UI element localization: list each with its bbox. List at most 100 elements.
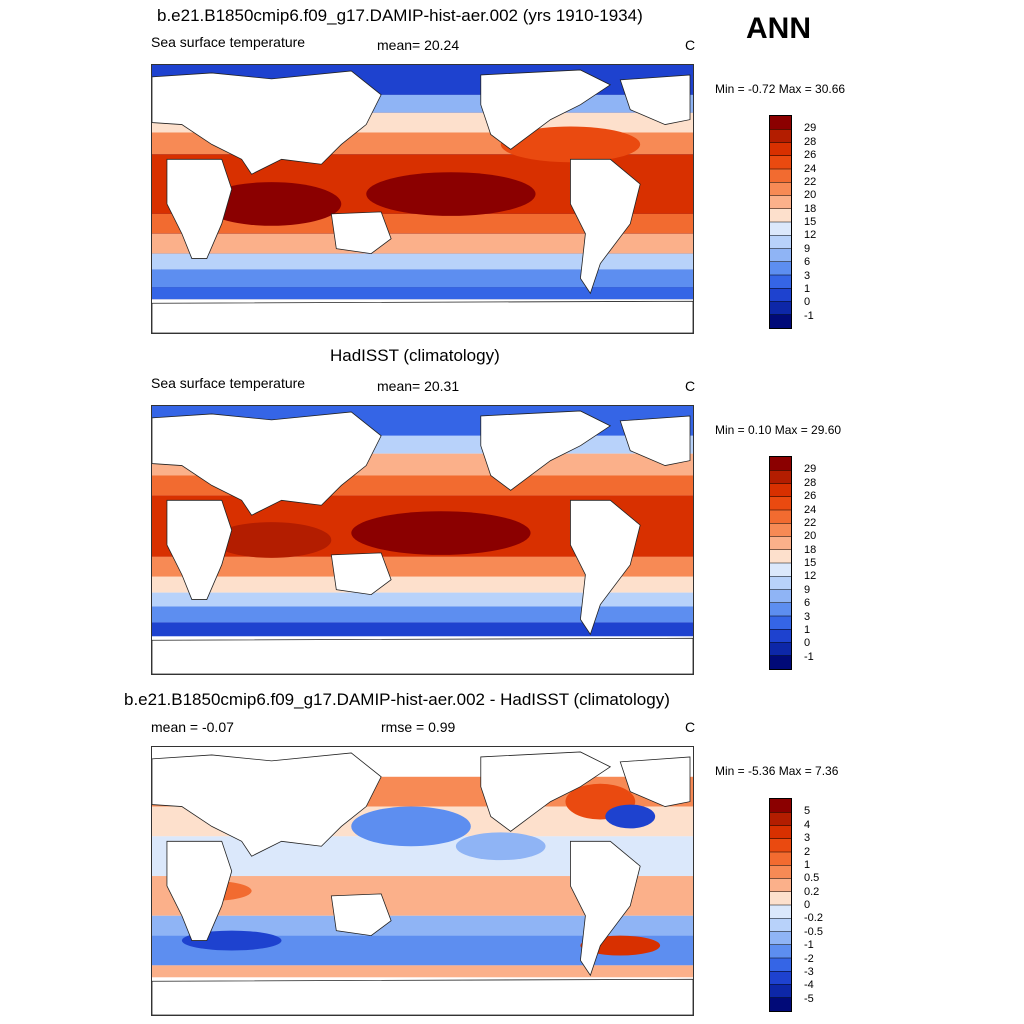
colorbar-swatch bbox=[770, 195, 791, 209]
colorbar-swatch bbox=[770, 563, 791, 577]
colorbar-tick-label: 29 bbox=[804, 463, 817, 476]
colorbar-swatch bbox=[770, 616, 791, 630]
sst-obs-field bbox=[152, 406, 693, 674]
colorbar-swatch bbox=[770, 905, 791, 919]
colorbar-tick-label: 15 bbox=[804, 557, 817, 569]
panel-2-map bbox=[151, 405, 694, 675]
panel-3-colorbar-scale bbox=[770, 799, 791, 1011]
colorbar-swatch bbox=[770, 169, 791, 183]
colorbar-tick-label: 24 bbox=[804, 162, 817, 175]
panel-2-title: HadISST (climatology) bbox=[330, 346, 500, 365]
colorbar-swatch bbox=[770, 655, 791, 669]
colorbar-swatch bbox=[770, 629, 791, 643]
colorbar-swatch bbox=[770, 155, 791, 169]
colorbar-swatch bbox=[770, 208, 791, 222]
colorbar-tick-label: 29 bbox=[804, 122, 817, 135]
colorbar-swatch bbox=[770, 142, 791, 156]
panel-3-mean: mean = -0.07 bbox=[151, 719, 234, 735]
sst-difference-field bbox=[152, 747, 693, 1015]
colorbar-tick-label: -3 bbox=[804, 965, 814, 978]
colorbar-tick-label: 12 bbox=[804, 570, 817, 583]
colorbar-tick-label: 26 bbox=[804, 490, 817, 503]
colorbar-tick-label: 1 bbox=[804, 623, 811, 636]
colorbar-swatch bbox=[770, 931, 791, 945]
colorbar-tick-label: -1 bbox=[804, 309, 814, 322]
colorbar-tick-label: 15 bbox=[804, 216, 817, 228]
colorbar-tick-label: -1 bbox=[804, 650, 814, 663]
colorbar-tick-label: 6 bbox=[804, 597, 811, 610]
panel-2-colorbar-scale bbox=[770, 457, 791, 669]
panel-1-colorbar-scale bbox=[770, 116, 791, 328]
colorbar-tick-label: 9 bbox=[804, 583, 811, 596]
colorbar-swatch bbox=[770, 470, 791, 484]
panel-3-map bbox=[151, 746, 694, 1016]
colorbar-tick-label: 22 bbox=[804, 516, 817, 529]
colorbar-tick-label: 28 bbox=[804, 135, 817, 148]
colorbar-swatch bbox=[770, 549, 791, 563]
colorbar-tick-label: -1 bbox=[804, 939, 814, 952]
colorbar-swatch bbox=[770, 971, 791, 985]
colorbar-swatch bbox=[770, 457, 791, 471]
colorbar-swatch bbox=[770, 852, 791, 866]
colorbar-swatch bbox=[770, 878, 791, 892]
panel-3-rmse: rmse = 0.99 bbox=[381, 719, 456, 735]
colorbar-swatch bbox=[770, 958, 791, 972]
colorbar-swatch bbox=[770, 838, 791, 852]
colorbar-swatch bbox=[770, 275, 791, 289]
panel-3-colorbar bbox=[769, 798, 792, 1012]
colorbar-tick-label: 0 bbox=[804, 899, 811, 911]
panel-1-units: C bbox=[685, 37, 696, 53]
colorbar-tick-label: -0.2 bbox=[804, 912, 823, 925]
colorbar-tick-label: -5 bbox=[804, 992, 814, 1005]
colorbar-swatch bbox=[770, 510, 791, 524]
colorbar-swatch bbox=[770, 235, 791, 249]
colorbar-tick-label: 3 bbox=[804, 832, 811, 845]
colorbar-tick-label: 3 bbox=[804, 269, 811, 282]
panel-1-colorbar bbox=[769, 115, 792, 329]
colorbar-swatch bbox=[770, 997, 791, 1011]
colorbar-swatch bbox=[770, 602, 791, 616]
colorbar-tick-label: 2 bbox=[804, 845, 811, 858]
colorbar-swatch bbox=[770, 589, 791, 603]
panel-1-map bbox=[151, 64, 694, 334]
panel-2-mean: mean= 20.31 bbox=[377, 378, 460, 394]
colorbar-swatch bbox=[770, 248, 791, 262]
panel-3-minmax: Min = -5.36 Max = 7.36 bbox=[715, 764, 839, 778]
sst-model-field bbox=[152, 65, 693, 333]
colorbar-tick-label: 0.2 bbox=[804, 885, 820, 898]
panel-1-title: b.e21.B1850cmip6.f09_g17.DAMIP-hist-aer.… bbox=[157, 6, 643, 25]
colorbar-swatch bbox=[770, 301, 791, 315]
colorbar-tick-label: -2 bbox=[804, 952, 814, 965]
colorbar-tick-label: 9 bbox=[804, 242, 811, 255]
colorbar-tick-label: -4 bbox=[804, 979, 814, 992]
colorbar-tick-label: 22 bbox=[804, 175, 817, 188]
colorbar-swatch bbox=[770, 891, 791, 905]
colorbar-tick-label: 18 bbox=[804, 543, 817, 556]
colorbar-swatch bbox=[770, 865, 791, 879]
season-label: ANN bbox=[746, 12, 811, 45]
colorbar-swatch bbox=[770, 944, 791, 958]
colorbar-tick-label: 4 bbox=[804, 818, 811, 831]
panel-2-colorbar bbox=[769, 456, 792, 670]
colorbar-swatch bbox=[770, 576, 791, 590]
colorbar-swatch bbox=[770, 129, 791, 143]
colorbar-tick-label: -0.5 bbox=[804, 925, 823, 938]
colorbar-tick-label: 0 bbox=[804, 296, 811, 309]
colorbar-tick-label: 12 bbox=[804, 229, 817, 242]
panel-1-minmax: Min = -0.72 Max = 30.66 bbox=[715, 82, 846, 96]
colorbar-swatch bbox=[770, 483, 791, 497]
colorbar-swatch bbox=[770, 288, 791, 302]
colorbar-swatch bbox=[770, 825, 791, 839]
colorbar-tick-label: 20 bbox=[804, 189, 817, 202]
panel-2-minmax: Min = 0.10 Max = 29.60 bbox=[715, 423, 842, 437]
colorbar-swatch bbox=[770, 536, 791, 550]
panel-2-units: C bbox=[685, 378, 696, 394]
colorbar-swatch bbox=[770, 496, 791, 510]
panel-1-variable: Sea surface temperature bbox=[151, 34, 306, 50]
colorbar-tick-label: 5 bbox=[804, 805, 811, 818]
panel-1-mean: mean= 20.24 bbox=[377, 37, 460, 53]
colorbar-tick-label: 6 bbox=[804, 256, 811, 269]
panel-2-variable: Sea surface temperature bbox=[151, 375, 306, 391]
colorbar-swatch bbox=[770, 523, 791, 537]
colorbar-swatch bbox=[770, 812, 791, 826]
